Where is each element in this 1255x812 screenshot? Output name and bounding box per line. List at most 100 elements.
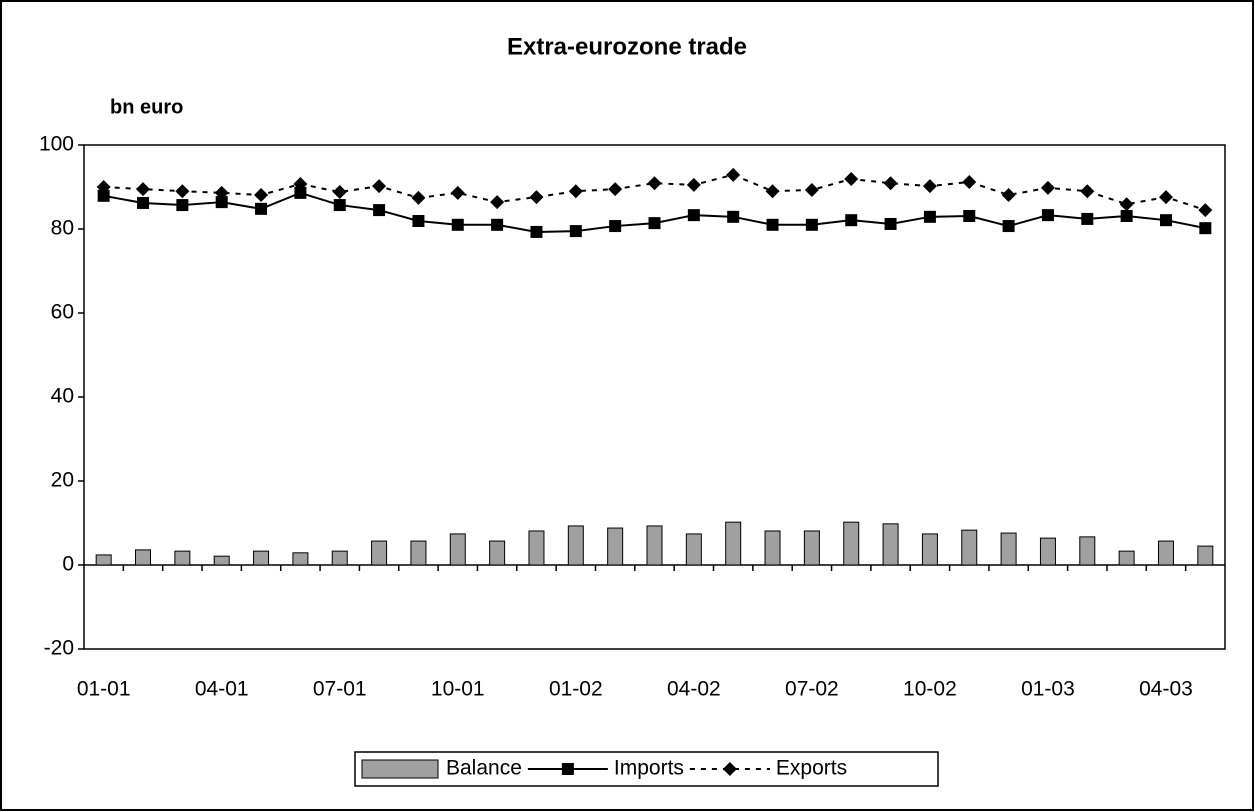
marker xyxy=(529,190,544,205)
x-tick-label: 01-03 xyxy=(1021,678,1075,701)
marker xyxy=(176,199,189,212)
legend-label: Balance xyxy=(446,757,522,780)
marker xyxy=(294,186,307,199)
marker xyxy=(923,210,936,223)
marker xyxy=(845,214,858,227)
marker xyxy=(722,762,737,776)
marker xyxy=(1159,214,1172,227)
bar xyxy=(174,550,191,566)
marker xyxy=(1041,209,1054,222)
marker xyxy=(411,190,426,205)
marker xyxy=(844,172,859,187)
marker xyxy=(648,217,661,230)
marker xyxy=(765,184,780,199)
marker xyxy=(293,177,308,192)
bar xyxy=(882,523,899,566)
marker xyxy=(136,182,151,197)
marker xyxy=(373,204,386,217)
marker xyxy=(450,185,465,200)
marker xyxy=(491,218,504,231)
marker xyxy=(561,763,574,775)
bar xyxy=(135,549,152,566)
bar xyxy=(1039,537,1056,566)
x-tick-label: 07-01 xyxy=(313,678,367,701)
marker xyxy=(215,196,228,209)
marker xyxy=(568,184,583,199)
bar xyxy=(292,552,309,566)
marker xyxy=(687,209,700,222)
marker xyxy=(1158,190,1173,205)
x-tick-label: 10-01 xyxy=(431,678,485,701)
marker xyxy=(254,187,269,202)
bar xyxy=(921,533,938,566)
bar xyxy=(764,530,781,566)
marker xyxy=(1119,197,1134,212)
marker xyxy=(922,179,937,194)
marker xyxy=(647,176,662,191)
x-tick-label: 04-03 xyxy=(1139,678,1193,701)
x-tick-label: 07-02 xyxy=(785,678,839,701)
bar xyxy=(449,533,466,566)
x-tick-label: 01-01 xyxy=(77,678,131,701)
marker xyxy=(372,179,387,194)
marker xyxy=(804,182,819,197)
marker xyxy=(1120,209,1133,222)
marker xyxy=(451,218,464,231)
bar xyxy=(961,529,978,566)
x-tick-label: 10-02 xyxy=(903,678,957,701)
bar xyxy=(1118,550,1135,566)
y-tick-label: -20 xyxy=(44,637,74,660)
marker xyxy=(962,174,977,189)
marker xyxy=(883,176,898,191)
bar xyxy=(567,525,584,566)
bar xyxy=(95,554,112,566)
marker xyxy=(490,195,505,210)
marker xyxy=(97,189,110,202)
marker xyxy=(1081,212,1094,225)
marker xyxy=(530,225,543,238)
y-tick-label: 20 xyxy=(51,469,74,492)
marker xyxy=(805,218,818,231)
bar xyxy=(213,555,230,566)
y-tick-label: 100 xyxy=(39,133,74,156)
marker xyxy=(963,209,976,222)
bar xyxy=(843,521,860,566)
x-tick-label: 04-02 xyxy=(667,678,721,701)
marker xyxy=(609,220,622,233)
marker xyxy=(1199,222,1212,235)
bar xyxy=(528,530,545,566)
bar xyxy=(489,540,506,566)
marker xyxy=(1198,203,1213,218)
bar xyxy=(607,527,624,566)
legend-box xyxy=(354,751,939,787)
marker xyxy=(96,180,111,194)
y-axis-label: bn euro xyxy=(110,96,183,118)
x-tick-label: 04-01 xyxy=(195,678,249,701)
y-tick-label: 40 xyxy=(51,385,74,408)
legend-swatch xyxy=(361,759,439,779)
marker xyxy=(412,215,425,228)
chart-title: Extra-eurozone trade xyxy=(507,33,747,60)
marker xyxy=(569,225,582,238)
marker xyxy=(726,167,741,182)
marker xyxy=(175,184,190,199)
marker xyxy=(766,218,779,231)
y-tick-label: 60 xyxy=(51,301,74,324)
bar xyxy=(1197,545,1214,566)
y-tick-label: 80 xyxy=(51,217,74,240)
legend-label: Exports xyxy=(776,757,847,780)
bar xyxy=(646,525,663,566)
bar xyxy=(371,540,388,566)
marker xyxy=(1001,187,1016,202)
marker xyxy=(727,210,740,223)
x-tick-label: 01-02 xyxy=(549,678,603,701)
marker xyxy=(686,177,701,192)
marker xyxy=(255,202,268,215)
marker xyxy=(137,196,150,209)
marker xyxy=(214,185,229,200)
bar xyxy=(803,530,820,566)
bar xyxy=(331,550,348,566)
bar xyxy=(1079,536,1096,566)
bar xyxy=(725,521,742,566)
